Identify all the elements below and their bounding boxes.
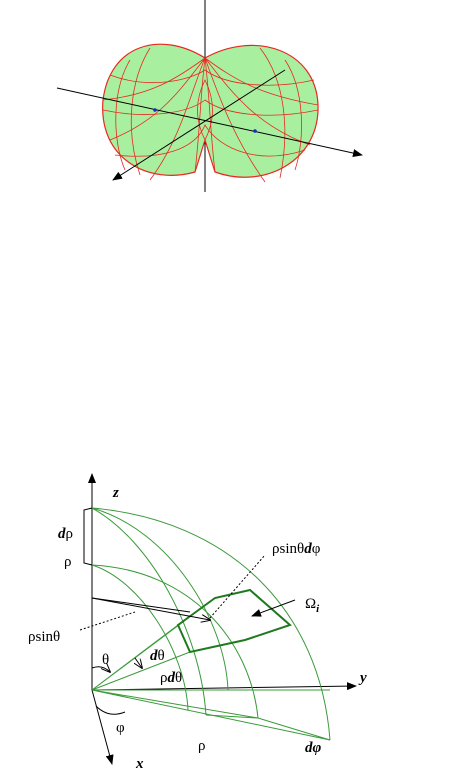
label-rho-sin-theta-d-phi: ρsinθdφ [272, 541, 321, 557]
radial-line [91, 597, 191, 613]
label-rho-d-theta: ρdθ [160, 670, 182, 686]
green-arcs [91, 507, 331, 741]
surface-mesh [102, 47, 319, 183]
point [253, 129, 257, 133]
spherical-element-figure: z dρ ρ ρsinθdφ Ωi ρsinθ θ dθ ρdθ y φ ρ d… [28, 473, 367, 772]
label-x: x [135, 756, 144, 772]
leader-dotted [209, 554, 266, 619]
phi-arc [95, 705, 126, 715]
label-d-theta: dθ [150, 648, 165, 664]
label-d-rho: dρ [58, 526, 73, 542]
omega-arrow [251, 599, 296, 617]
axis-y [56, 87, 363, 157]
d-rho-bracket [83, 507, 93, 566]
d-theta-arrow [135, 657, 142, 668]
label-y: y [358, 670, 367, 686]
label-d-phi: dφ [305, 740, 322, 756]
label-rho: ρ [64, 554, 72, 570]
torus-figure [56, 0, 363, 192]
axis-x [91, 689, 114, 765]
label-z: z [112, 485, 119, 501]
axis-x [112, 69, 286, 181]
point [153, 108, 157, 112]
rho-sin-theta-vector [91, 597, 210, 620]
label-theta: θ [102, 652, 109, 668]
label-phi: φ [116, 720, 125, 736]
theta-arc [91, 667, 110, 672]
label-rho-sin-theta: ρsinθ [28, 629, 60, 645]
leader-dotted [79, 611, 136, 631]
label-rho: ρ [198, 738, 206, 754]
surface-element [176, 588, 292, 654]
label-omega: Ωi [305, 596, 320, 615]
axis-y [91, 682, 357, 691]
